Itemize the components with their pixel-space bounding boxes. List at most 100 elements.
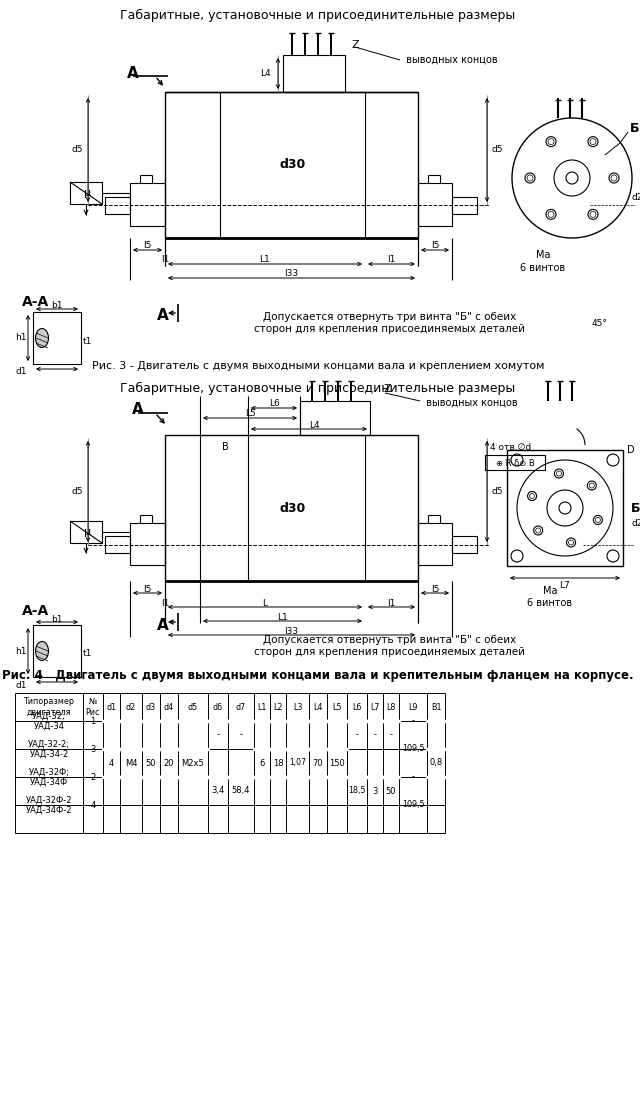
Text: M4: M4 bbox=[125, 758, 137, 767]
Text: d20: d20 bbox=[631, 518, 640, 528]
Text: Б: Б bbox=[631, 501, 640, 515]
Text: b1: b1 bbox=[51, 301, 63, 310]
Text: 4 отв.∅d: 4 отв.∅d bbox=[490, 444, 531, 453]
Text: L1: L1 bbox=[277, 612, 288, 621]
Text: t1: t1 bbox=[83, 650, 92, 659]
Text: l1: l1 bbox=[161, 256, 169, 265]
Text: 50: 50 bbox=[386, 786, 396, 796]
Text: d5: d5 bbox=[188, 703, 198, 712]
Text: -: - bbox=[216, 731, 220, 739]
Text: L4: L4 bbox=[260, 69, 271, 77]
Text: L5: L5 bbox=[244, 410, 255, 418]
Text: выводных концов: выводных концов bbox=[420, 399, 518, 408]
Text: M2x5: M2x5 bbox=[182, 758, 204, 767]
Text: Z: Z bbox=[352, 40, 360, 50]
Text: 1,07: 1,07 bbox=[289, 758, 306, 767]
Bar bbox=[300, 401, 370, 435]
Text: d1: d1 bbox=[106, 703, 116, 712]
Text: d4: d4 bbox=[164, 703, 174, 712]
Text: B: B bbox=[221, 442, 228, 452]
Text: d30: d30 bbox=[280, 158, 306, 172]
Text: 18: 18 bbox=[273, 758, 284, 767]
Text: 45°: 45° bbox=[592, 319, 608, 328]
Text: d1: d1 bbox=[15, 368, 27, 376]
Text: 0,8: 0,8 bbox=[429, 758, 443, 767]
Bar bbox=[105, 536, 130, 554]
Text: d5: d5 bbox=[492, 487, 504, 496]
Text: 4: 4 bbox=[109, 758, 114, 767]
Text: Рис. 4   Двигатель с двумя выходными концами вала и крепительным фланцем на корп: Рис. 4 Двигатель с двумя выходными конца… bbox=[2, 669, 634, 682]
Text: Ма: Ма bbox=[536, 250, 550, 260]
Text: УАД-32Ф-2
УАД-34Ф-2: УАД-32Ф-2 УАД-34Ф-2 bbox=[26, 795, 72, 815]
Text: D: D bbox=[627, 445, 635, 455]
Bar bbox=[418, 183, 452, 226]
Text: L6: L6 bbox=[352, 703, 362, 712]
Text: L7: L7 bbox=[559, 580, 570, 590]
Text: А-А: А-А bbox=[22, 294, 49, 309]
Text: Габаритные, установочные и присоединительные размеры: Габаритные, установочные и присоединител… bbox=[120, 9, 516, 21]
Text: h1: h1 bbox=[15, 333, 27, 342]
Text: 50: 50 bbox=[146, 758, 156, 767]
Text: d6: d6 bbox=[213, 703, 223, 712]
Text: d2: d2 bbox=[126, 703, 136, 712]
Text: Типоразмер
двигателя: Типоразмер двигателя bbox=[24, 697, 74, 716]
Bar bbox=[130, 523, 165, 565]
Text: l33: l33 bbox=[284, 269, 299, 279]
Text: l1: l1 bbox=[387, 256, 396, 265]
Text: d30: d30 bbox=[280, 501, 306, 515]
Text: d5: d5 bbox=[72, 487, 83, 496]
Text: Допускается отвернуть три винта "Б" с обеих
сторон для крепления присоединяемых : Допускается отвернуть три винта "Б" с об… bbox=[255, 312, 525, 334]
Text: 2: 2 bbox=[90, 773, 95, 782]
Text: d5: d5 bbox=[72, 145, 83, 155]
Text: t1: t1 bbox=[83, 337, 92, 345]
Text: Z: Z bbox=[383, 384, 390, 394]
Text: №
Рис: № Рис bbox=[86, 697, 100, 716]
Text: УАД-32;
УАД-34: УАД-32; УАД-34 bbox=[32, 712, 66, 731]
Text: 70: 70 bbox=[313, 758, 323, 767]
Bar bbox=[33, 625, 81, 677]
Text: l5: l5 bbox=[431, 241, 439, 250]
Text: УАД-32-2;
УАД-34-2: УАД-32-2; УАД-34-2 bbox=[28, 739, 70, 758]
Text: l1: l1 bbox=[387, 599, 396, 608]
Text: L8: L8 bbox=[387, 703, 396, 712]
Text: l5: l5 bbox=[143, 584, 152, 593]
Text: УАД-32Ф;
УАД-34Ф: УАД-32Ф; УАД-34Ф bbox=[29, 767, 70, 787]
Bar bbox=[418, 523, 452, 565]
Text: 150: 150 bbox=[329, 758, 345, 767]
Text: 20: 20 bbox=[164, 758, 174, 767]
Text: -: - bbox=[355, 731, 358, 739]
Bar bbox=[70, 521, 102, 544]
Text: L: L bbox=[262, 599, 268, 608]
Text: L1: L1 bbox=[260, 256, 270, 265]
Text: 109,5: 109,5 bbox=[402, 745, 424, 754]
Bar bbox=[452, 197, 477, 214]
Text: L6: L6 bbox=[269, 400, 280, 408]
Text: d7: d7 bbox=[236, 703, 246, 712]
Text: 6 винтов: 6 винтов bbox=[520, 263, 566, 273]
Bar bbox=[130, 183, 165, 226]
Text: 1: 1 bbox=[90, 716, 95, 725]
Text: μ: μ bbox=[84, 527, 92, 537]
Text: l1: l1 bbox=[161, 599, 169, 608]
Text: L4: L4 bbox=[308, 421, 319, 430]
Text: -: - bbox=[412, 773, 415, 782]
Text: Ма: Ма bbox=[543, 586, 557, 596]
Bar bbox=[165, 435, 418, 581]
Text: B1: B1 bbox=[431, 703, 441, 712]
Text: L3: L3 bbox=[293, 703, 302, 712]
Ellipse shape bbox=[35, 329, 49, 348]
Text: 3: 3 bbox=[90, 745, 96, 754]
Text: А: А bbox=[127, 65, 139, 81]
Text: Б: Б bbox=[630, 122, 639, 134]
Bar bbox=[283, 55, 345, 92]
Text: -: - bbox=[374, 731, 376, 739]
Text: 3,4: 3,4 bbox=[211, 786, 225, 796]
Text: Габаритные, установочные и присоединительные размеры: Габаритные, установочные и присоединител… bbox=[120, 382, 516, 394]
Bar bbox=[105, 197, 130, 214]
Text: L9: L9 bbox=[408, 703, 418, 712]
Text: А-А: А-А bbox=[22, 604, 49, 618]
Text: А: А bbox=[157, 618, 169, 632]
Text: -: - bbox=[390, 731, 392, 739]
Text: ⊕ R δ⊙ B: ⊕ R δ⊙ B bbox=[495, 458, 534, 467]
Text: Допускается отвернуть три винта "Б" с обеих
сторон для крепления присоединяемых : Допускается отвернуть три винта "Б" с об… bbox=[255, 635, 525, 656]
